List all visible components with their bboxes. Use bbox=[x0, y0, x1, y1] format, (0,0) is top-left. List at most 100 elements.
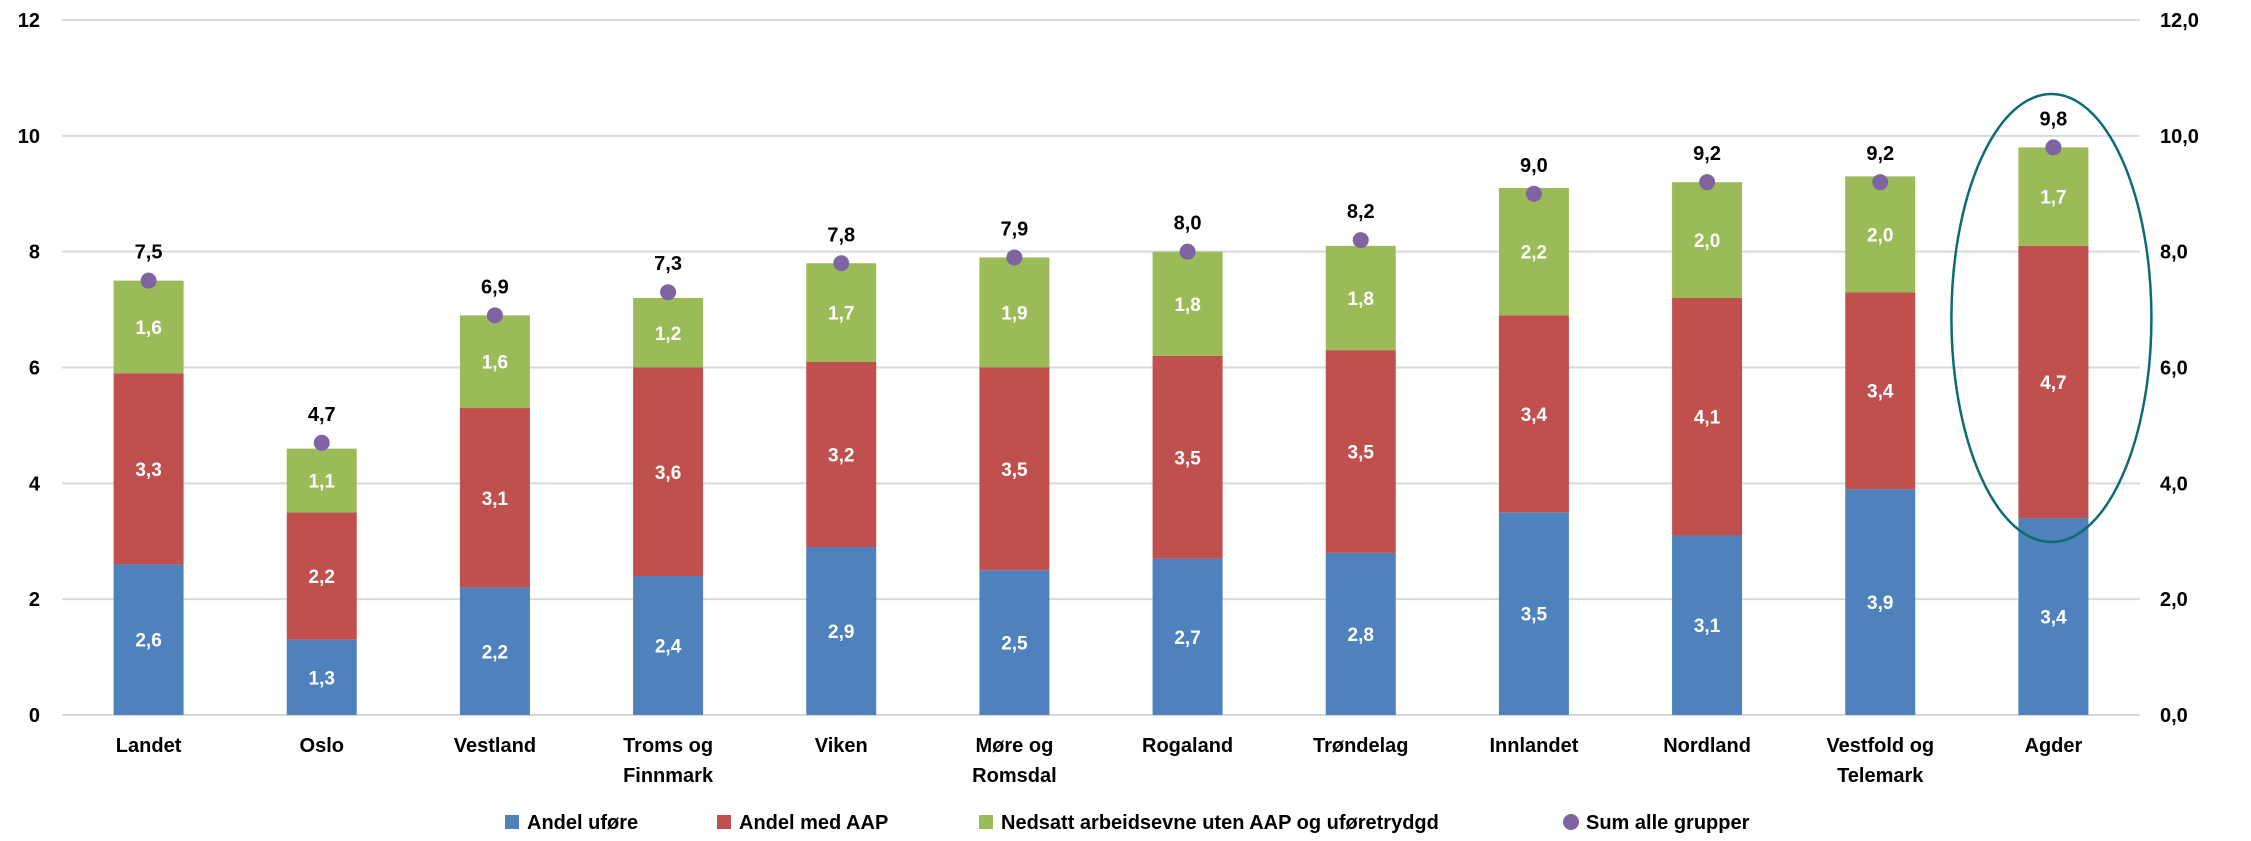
segment-label: 1,9 bbox=[1001, 303, 1027, 324]
bar-segment bbox=[2018, 518, 2089, 715]
category-label: Finnmark bbox=[623, 765, 714, 787]
category-label: Rogaland bbox=[1142, 735, 1233, 757]
bar-segment bbox=[286, 639, 357, 715]
y-right-tick: 0,0 bbox=[2160, 705, 2188, 727]
sum-marker bbox=[313, 434, 330, 451]
segment-label: 1,7 bbox=[828, 303, 854, 324]
bar-segment bbox=[459, 587, 530, 715]
sum-label: 9,0 bbox=[1520, 155, 1548, 177]
sum-label: 7,5 bbox=[135, 242, 163, 264]
segment-label: 2,2 bbox=[482, 642, 508, 663]
y-left-tick: 10 bbox=[18, 126, 40, 148]
bar-segment bbox=[806, 547, 877, 715]
segment-label: 2,8 bbox=[1348, 625, 1374, 646]
segment-label: 3,4 bbox=[2040, 608, 2067, 629]
bar-segment bbox=[459, 315, 530, 409]
segment-label: 2,5 bbox=[1001, 634, 1028, 655]
sum-marker bbox=[1006, 249, 1023, 266]
highlight-ellipse bbox=[1950, 92, 2153, 544]
sum-marker bbox=[1872, 174, 1889, 191]
y-right-tick: 10,0 bbox=[2160, 126, 2199, 148]
sum-marker bbox=[2045, 139, 2062, 156]
y-left-tick: 4 bbox=[29, 473, 41, 495]
legend-label: Nedsatt arbeidsevne uten AAP og uføretry… bbox=[1001, 812, 1439, 834]
category-label: Agder bbox=[2025, 735, 2083, 757]
segment-label: 1,8 bbox=[1174, 295, 1200, 316]
segment-label: 3,6 bbox=[655, 463, 681, 484]
sum-label: 6,9 bbox=[481, 276, 509, 298]
bar-segment bbox=[1325, 245, 1396, 351]
segment-label: 1,6 bbox=[135, 318, 161, 339]
sum-label: 4,7 bbox=[308, 404, 336, 426]
bar-segment bbox=[1498, 512, 1569, 715]
category-label: Innlandet bbox=[1489, 735, 1578, 757]
legend-swatch bbox=[505, 815, 519, 829]
segment-label: 2,0 bbox=[1694, 231, 1720, 252]
y-right-tick: 4,0 bbox=[2160, 473, 2188, 495]
bar-segment bbox=[113, 280, 184, 374]
category-label: Oslo bbox=[300, 735, 344, 757]
y-left-tick: 6 bbox=[29, 358, 40, 380]
category-label: Trøndelag bbox=[1313, 735, 1409, 757]
bar-segment bbox=[459, 408, 530, 588]
bar-segment bbox=[1845, 176, 1916, 293]
y-right-tick: 6,0 bbox=[2160, 358, 2188, 380]
y-left-tick: 0 bbox=[29, 705, 40, 727]
segment-label: 2,4 bbox=[655, 637, 682, 658]
segment-label: 2,9 bbox=[828, 622, 854, 643]
sum-marker bbox=[1699, 174, 1716, 191]
bar-segment bbox=[1325, 552, 1396, 715]
legend-swatch bbox=[979, 815, 993, 829]
bar-segment bbox=[1845, 489, 1916, 715]
legend-swatch bbox=[717, 815, 731, 829]
sum-marker bbox=[1352, 232, 1369, 249]
legend-swatch bbox=[1563, 814, 1579, 830]
sum-label: 9,2 bbox=[1693, 143, 1721, 165]
segment-label: 3,4 bbox=[1867, 382, 1894, 403]
segment-label: 2,2 bbox=[1521, 243, 1547, 264]
segment-label: 1,2 bbox=[655, 324, 681, 345]
bar-segment bbox=[2018, 245, 2089, 519]
segment-label: 1,3 bbox=[309, 668, 335, 689]
segment-label: 1,1 bbox=[309, 471, 336, 492]
bar-segment bbox=[286, 512, 357, 640]
bar-segment bbox=[1498, 315, 1569, 513]
category-label: Romsdal bbox=[972, 765, 1056, 787]
segment-label: 3,2 bbox=[828, 445, 854, 466]
sum-marker bbox=[1179, 243, 1196, 260]
bar-segment bbox=[113, 373, 184, 565]
segment-label: 4,1 bbox=[1694, 408, 1721, 429]
sum-label: 7,9 bbox=[1001, 218, 1029, 240]
bar-segment bbox=[2018, 147, 2089, 246]
bar-segment bbox=[633, 298, 704, 368]
sum-marker bbox=[1525, 185, 1542, 202]
segment-label: 3,5 bbox=[1001, 460, 1028, 481]
sum-label: 9,2 bbox=[1866, 143, 1894, 165]
bar-segment bbox=[979, 367, 1050, 571]
segment-label: 3,1 bbox=[1694, 616, 1721, 637]
segment-label: 3,3 bbox=[135, 460, 161, 481]
segment-label: 3,5 bbox=[1174, 448, 1201, 469]
segment-label: 4,7 bbox=[2040, 373, 2066, 394]
bar-segment bbox=[1152, 355, 1223, 559]
segment-label: 2,2 bbox=[309, 567, 335, 588]
legend-label: Andel uføre bbox=[527, 812, 638, 834]
bar-segment bbox=[633, 576, 704, 715]
bar-segment bbox=[979, 257, 1050, 368]
bar-segment bbox=[286, 448, 357, 513]
segment-label: 2,7 bbox=[1174, 628, 1200, 649]
category-label: Landet bbox=[116, 735, 182, 757]
bar-segment bbox=[1672, 298, 1743, 536]
category-label: Telemark bbox=[1837, 765, 1924, 787]
segment-label: 3,4 bbox=[1521, 405, 1548, 426]
bar-segment bbox=[1498, 187, 1569, 316]
bar-segment bbox=[1325, 350, 1396, 553]
segment-label: 1,7 bbox=[2040, 188, 2066, 209]
segment-label: 3,5 bbox=[1521, 605, 1548, 626]
segment-label: 1,8 bbox=[1348, 289, 1374, 310]
category-label: Vestfold og bbox=[1826, 735, 1934, 757]
bar-segment bbox=[1152, 251, 1223, 356]
sum-marker bbox=[660, 284, 677, 301]
sum-marker bbox=[140, 272, 157, 289]
